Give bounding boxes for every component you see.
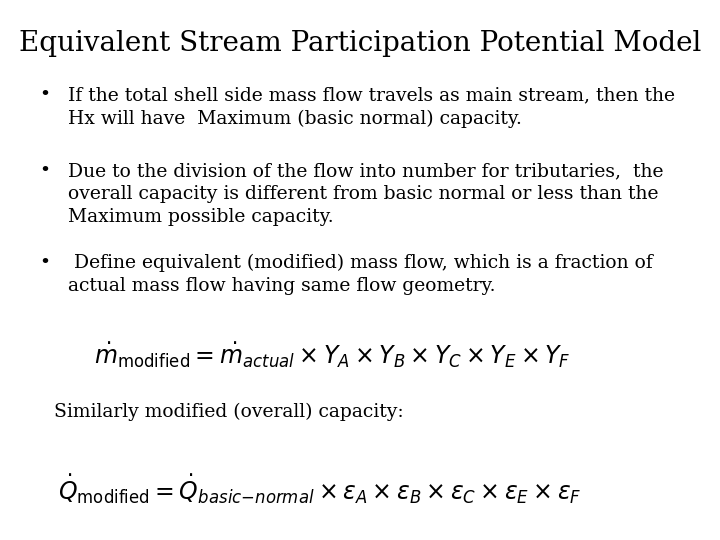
Text: •: • bbox=[40, 162, 50, 180]
Text: Similarly modified (overall) capacity:: Similarly modified (overall) capacity: bbox=[54, 402, 404, 421]
Text: $\dot{Q}_{\mathrm{modified}} = \dot{Q}_{basic{-}normal} \times \varepsilon_A \ti: $\dot{Q}_{\mathrm{modified}} = \dot{Q}_{… bbox=[58, 472, 581, 507]
Text: •: • bbox=[40, 86, 50, 104]
Text: If the total shell side mass flow travels as main stream, then the
Hx will have : If the total shell side mass flow travel… bbox=[68, 86, 675, 127]
Text: •: • bbox=[40, 254, 50, 272]
Text: Due to the division of the flow into number for tributaries,  the
overall capaci: Due to the division of the flow into num… bbox=[68, 162, 664, 226]
Text: Equivalent Stream Participation Potential Model: Equivalent Stream Participation Potentia… bbox=[19, 30, 701, 57]
Text: Define equivalent (modified) mass flow, which is a fraction of
actual mass flow : Define equivalent (modified) mass flow, … bbox=[68, 254, 653, 295]
Text: $\dot{m}_{\mathrm{modified}} = \dot{m}_{actual} \times Y_A \times Y_B \times Y_C: $\dot{m}_{\mathrm{modified}} = \dot{m}_{… bbox=[94, 340, 570, 370]
